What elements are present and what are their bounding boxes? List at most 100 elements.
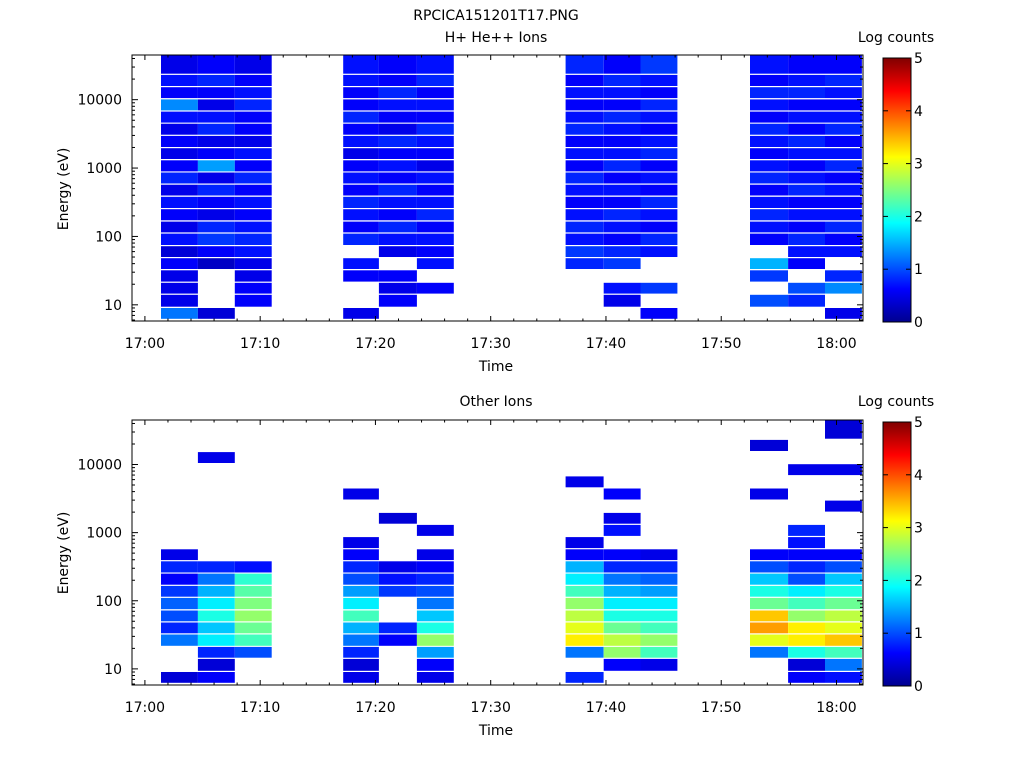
x-axis-ticks: 17:00 17:10 17:20 17:30 17:40 17:50 18:00 [125, 55, 861, 352]
heatmap-cell [378, 160, 417, 172]
heatmap-cell [603, 123, 641, 135]
heatmap-cell [234, 74, 272, 86]
heatmap-cell [565, 646, 604, 658]
colorbar-gradient [882, 57, 912, 323]
heatmap-cell [565, 99, 604, 111]
heatmap-cell [788, 172, 825, 184]
heatmap-cell [788, 160, 825, 172]
heatmap-cell [416, 634, 454, 646]
heatmap-cell [161, 160, 198, 172]
heatmap-cell [825, 646, 862, 658]
x-tick-label: 18:00 [816, 336, 856, 352]
heatmap-cell [825, 172, 862, 184]
heatmap-cell [603, 233, 641, 245]
heatmap-cell [603, 622, 641, 634]
heatmap-cell [825, 74, 862, 86]
plot-frame [131, 54, 864, 322]
heatmap-cell [161, 258, 198, 269]
colorbar-gradient [882, 421, 912, 687]
heatmap-cell [378, 585, 417, 597]
heatmap-cell [161, 123, 198, 135]
heatmap-cell [750, 135, 788, 147]
heatmap-cell [825, 585, 862, 597]
heatmap-cell [343, 646, 379, 658]
heatmap-cell [197, 658, 235, 671]
heatmap-cell [640, 172, 678, 184]
heatmap-cell [197, 55, 235, 74]
heatmap-cell [234, 196, 272, 208]
heatmap-cell [825, 464, 862, 476]
heatmap-cell [197, 452, 235, 463]
heatmap-cell [416, 55, 454, 74]
heatmap-cell [565, 55, 604, 74]
heatmap-cell [161, 634, 198, 646]
heatmap-cell [378, 233, 417, 245]
heatmap-cell [378, 123, 417, 135]
x-tick-label: 17:40 [586, 336, 626, 352]
plot-frame [131, 419, 864, 686]
heatmap-cell [197, 622, 235, 634]
heatmap-cell [161, 282, 198, 294]
x-axis-ticks: 17:00 17:10 17:20 17:30 17:40 17:50 18:00 [125, 420, 861, 716]
heatmap-cell [565, 634, 604, 646]
heatmap-cell [197, 233, 235, 245]
heatmap-cell [343, 622, 379, 634]
heatmap-cell [825, 573, 862, 585]
heatmap-cell [750, 597, 788, 610]
x-tick-label: 17:00 [125, 700, 165, 716]
colorbar-tick-label: 0 [914, 315, 923, 331]
heatmap-cell [750, 184, 788, 196]
heatmap-cell [603, 634, 641, 646]
heatmap-cell [788, 209, 825, 221]
heatmap-cell [343, 537, 379, 549]
heatmap-cell [343, 585, 379, 597]
heatmap-cell [343, 549, 379, 561]
heatmap-cell [603, 561, 641, 573]
heatmap-cell [378, 99, 417, 111]
heatmap-cell [565, 196, 604, 208]
y-tick-label: 100 [95, 229, 122, 245]
heatmap-cell [603, 524, 641, 536]
heatmap-cell [161, 172, 198, 184]
heatmap-cell [750, 439, 788, 451]
heatmap-cells [161, 55, 862, 319]
heatmap-cell [750, 294, 788, 307]
heatmap-cell [378, 294, 417, 307]
heatmap-cell [603, 196, 641, 208]
heatmap-cell [640, 135, 678, 147]
heatmap-cell [565, 597, 604, 610]
heatmap-cell [234, 111, 272, 123]
heatmap-cell [640, 658, 678, 671]
heatmap-cell [750, 646, 788, 658]
x-tick-label: 17:20 [355, 336, 395, 352]
heatmap-cell [640, 246, 678, 257]
heatmap-cell [750, 209, 788, 221]
heatmap-cell [640, 87, 678, 99]
heatmap-cell [234, 585, 272, 597]
heatmap-cell [416, 111, 454, 123]
heatmap-cell [378, 246, 417, 257]
heatmap-cell [750, 270, 788, 282]
heatmap-cell [788, 233, 825, 245]
heatmap-cell [343, 196, 379, 208]
heatmap-cell [378, 135, 417, 147]
heatmap-cell [788, 258, 825, 269]
heatmap-cell [161, 233, 198, 245]
x-tick-label: 17:00 [125, 336, 165, 352]
heatmap-cell [603, 573, 641, 585]
x-tick-label: 17:10 [240, 336, 280, 352]
heatmap-cell [788, 672, 825, 683]
heatmap-cell [161, 87, 198, 99]
x-tick-label: 17:20 [355, 700, 395, 716]
heatmap-cell [416, 123, 454, 135]
heatmap-cell [161, 184, 198, 196]
heatmap-cell [197, 135, 235, 147]
heatmap-cell [234, 270, 272, 282]
heatmap-cell [343, 573, 379, 585]
colorbar-label: Log counts [858, 394, 934, 410]
heatmap-cell [343, 597, 379, 610]
heatmap-cell [788, 524, 825, 536]
heatmap-cell [788, 282, 825, 294]
heatmap-cell [197, 123, 235, 135]
heatmap-cell [197, 597, 235, 610]
